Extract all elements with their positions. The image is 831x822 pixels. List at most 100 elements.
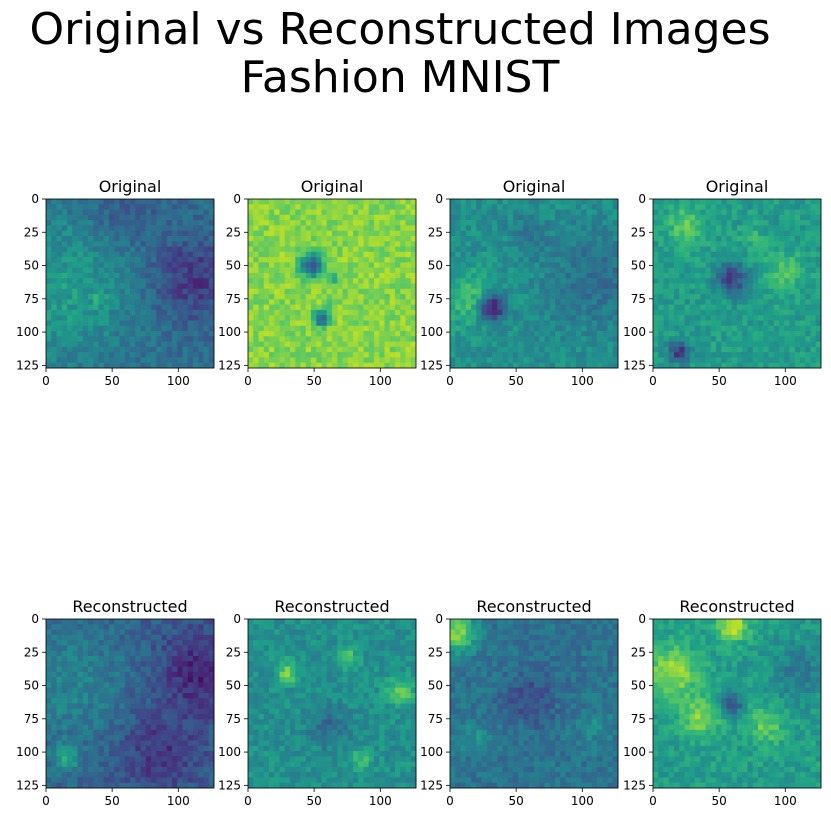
heatmap-cell (72, 692, 78, 699)
heatmap-cell (597, 283, 603, 290)
y-tick-label: 25 (428, 225, 443, 239)
heatmap-cell (193, 714, 199, 720)
heatmap-cell (534, 267, 540, 274)
heatmap-cell (679, 225, 685, 232)
heatmap-cell (151, 241, 157, 247)
heatmap-cell (768, 325, 775, 332)
heatmap-cell (513, 235, 519, 242)
heatmap-cell (56, 304, 63, 311)
heatmap-cell (56, 320, 63, 327)
heatmap-cell (695, 225, 701, 232)
heatmap-cell (576, 220, 582, 226)
heatmap-cell (88, 278, 94, 284)
heatmap-cell (679, 246, 685, 253)
heatmap-cell (321, 199, 328, 205)
heatmap-cell (88, 346, 94, 353)
heatmap-cell (332, 204, 338, 210)
heatmap-cell (177, 698, 183, 704)
heatmap-cell (203, 719, 210, 726)
heatmap-cell (130, 714, 136, 720)
heatmap-cell (689, 283, 696, 290)
heatmap-cell (742, 325, 748, 332)
heatmap-cell (384, 362, 391, 369)
heatmap-cell (758, 225, 764, 232)
heatmap-cell (67, 272, 73, 279)
heatmap-cell (109, 241, 115, 247)
heatmap-cell (726, 235, 733, 242)
heatmap-cell (109, 267, 115, 274)
heatmap-cell (119, 645, 126, 652)
heatmap-cell (476, 230, 482, 237)
heatmap-cell (284, 309, 291, 316)
heatmap-cell (269, 267, 275, 274)
heatmap-cell (492, 199, 498, 205)
heatmap-cell (182, 661, 189, 667)
heatmap-cell (658, 235, 664, 242)
heatmap-cell (742, 299, 748, 306)
heatmap-cell (528, 235, 535, 242)
heatmap-cell (98, 352, 105, 358)
heatmap-cell (560, 357, 566, 364)
heatmap-cell (410, 294, 417, 300)
heatmap-cell (290, 288, 296, 295)
heatmap-cell (465, 299, 472, 306)
heatmap-cell (93, 751, 99, 757)
heatmap-cell (668, 357, 675, 364)
heatmap-cell (258, 341, 265, 348)
heatmap-cell (384, 235, 391, 242)
heatmap-cell (156, 341, 162, 348)
heatmap-cell (182, 272, 189, 279)
heatmap-cell (805, 336, 811, 342)
heatmap-cell (758, 257, 764, 263)
heatmap-cell (248, 230, 254, 237)
heatmap-cell (140, 724, 147, 731)
heatmap-cell (77, 655, 84, 662)
heatmap-cell (789, 336, 796, 342)
heatmap-cell (705, 257, 712, 263)
heatmap-cell (374, 362, 380, 369)
heatmap-cell (46, 204, 52, 210)
heatmap-cell (507, 272, 514, 279)
heatmap-cell (544, 262, 551, 269)
heatmap-cell (591, 246, 598, 253)
heatmap-cell (193, 283, 199, 290)
heatmap-cell (119, 698, 126, 704)
heatmap-cell (56, 336, 63, 342)
heatmap-cell (166, 341, 173, 348)
heatmap-cell (124, 309, 131, 316)
heatmap-cell (507, 320, 514, 327)
heatmap-cell (674, 230, 680, 237)
heatmap-cell (177, 204, 183, 210)
heatmap-cell (93, 257, 99, 263)
heatmap-cell (130, 241, 136, 247)
heatmap-cell (689, 325, 696, 332)
heatmap-cell (805, 199, 811, 205)
heatmap-cell (263, 251, 270, 258)
heatmap-cell (779, 315, 785, 321)
heatmap-cell (653, 241, 659, 247)
heatmap-cell (668, 336, 675, 342)
heatmap-cell (368, 262, 375, 269)
heatmap-cell (67, 283, 73, 290)
heatmap-cell (539, 272, 545, 279)
heatmap-cell (400, 288, 406, 295)
heatmap-cell (570, 262, 577, 269)
heatmap-cell (198, 235, 204, 242)
heatmap-cell (203, 708, 210, 715)
heatmap-cell (166, 299, 173, 306)
heatmap-cell (560, 204, 566, 210)
heatmap-cell (455, 267, 461, 274)
heatmap-cell (182, 220, 189, 226)
heatmap-cell (342, 225, 349, 232)
heatmap-cell (114, 225, 120, 232)
heatmap-cell (342, 199, 349, 205)
heatmap-cell (674, 309, 680, 316)
heatmap-cell (607, 246, 614, 253)
heatmap-cell (810, 272, 817, 279)
heatmap-cell (684, 283, 691, 290)
heatmap-cell (172, 283, 178, 290)
heatmap-cell (182, 204, 189, 210)
heatmap-cell (208, 246, 215, 253)
heatmap-cell (284, 214, 291, 221)
heatmap-cell (263, 257, 270, 263)
